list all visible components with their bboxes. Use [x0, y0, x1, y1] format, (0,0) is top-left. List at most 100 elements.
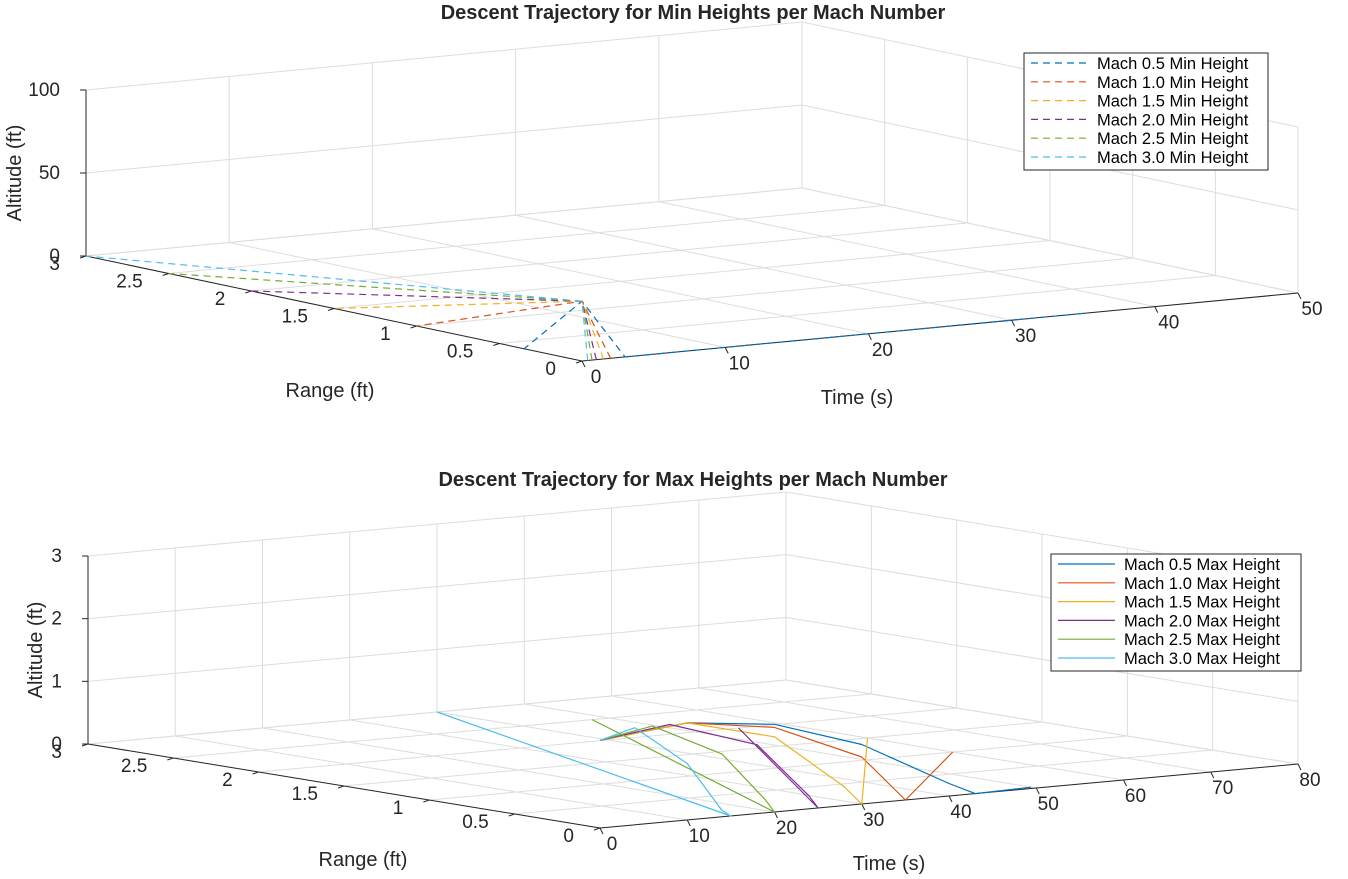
y-tick — [423, 799, 430, 803]
series-line-4 — [251, 290, 597, 360]
series-line-2 — [416, 300, 612, 359]
grid-line — [785, 616, 1299, 702]
chart-title: Descent Trajectory for Max Heights per M… — [438, 469, 947, 491]
y-tick — [245, 290, 252, 294]
x-tick-label: 60 — [1125, 786, 1146, 807]
subplot-2: 0 10 20 30 40 50 60 70 8000.511.522.530123Descen… — [25, 469, 1321, 875]
series-line-1 — [599, 722, 1032, 795]
legend-label: Mach 2.0 Max Height — [1124, 612, 1280, 630]
y-tick-label: 1 — [380, 324, 391, 345]
y-tick-label: 3 — [49, 254, 60, 275]
grid-line — [333, 240, 1051, 309]
z-axis-label: Altitude (ft) — [25, 602, 47, 699]
x-tick-label: 50 — [1038, 794, 1059, 815]
grid-line — [801, 187, 1299, 294]
y-tick — [593, 827, 601, 831]
y-tick-label: 0.5 — [462, 812, 488, 833]
x-tick-label: 80 — [1299, 770, 1320, 791]
legend-label: Mach 0.5 Min Height — [1097, 55, 1249, 73]
y-tick — [252, 771, 259, 775]
x-axis — [581, 292, 1299, 362]
y-tick-label: 2 — [222, 770, 233, 791]
y-tick-label: 2.5 — [116, 272, 142, 293]
grid-line — [87, 554, 787, 620]
x-tick-label: 0 — [607, 834, 618, 855]
legend-label: Mach 3.0 Max Height — [1124, 650, 1280, 668]
legend-label: Mach 3.0 Min Height — [1097, 149, 1249, 167]
y-tick-label: 0.5 — [447, 342, 473, 363]
x-tick-label: 0 — [591, 367, 602, 388]
legend-label: Mach 1.5 Min Height — [1097, 93, 1249, 111]
x-tick — [1210, 771, 1215, 779]
x-tick-label: 70 — [1212, 778, 1233, 799]
legend-box — [1023, 52, 1269, 171]
x-tick — [599, 827, 604, 835]
y-axis-label: Range (ft) — [319, 849, 408, 871]
x-tick-label: 40 — [1158, 313, 1179, 334]
x-tick-label: 30 — [863, 810, 884, 831]
x-tick — [1123, 779, 1127, 787]
y-tick-label: 1.5 — [292, 784, 318, 805]
y-tick-label: 0 — [545, 359, 556, 380]
y-tick — [508, 813, 515, 817]
z-tick-label: 0 — [51, 734, 62, 755]
series-line-1 — [523, 300, 1084, 358]
grid-line — [87, 616, 787, 682]
x-tick — [686, 819, 691, 827]
x-tick-label: 10 — [689, 826, 710, 847]
y-tick — [167, 757, 174, 761]
x-tick — [1297, 292, 1302, 300]
grid-line — [85, 187, 803, 257]
x-tick-label: 50 — [1301, 299, 1322, 320]
x-axis-label: Time (s) — [821, 387, 894, 409]
grid-line — [173, 693, 872, 759]
grid-line — [785, 679, 1299, 765]
z-tick-label: 3 — [51, 546, 62, 567]
legend-label: Mach 1.0 Max Height — [1124, 575, 1280, 593]
y-axis-label: Range (ft) — [286, 380, 375, 402]
x-tick — [774, 811, 778, 819]
legend-label: Mach 1.5 Max Height — [1124, 594, 1280, 612]
x-tick-label: 20 — [872, 340, 893, 361]
y-tick — [410, 325, 417, 329]
x-tick-label: 20 — [776, 818, 797, 839]
x-tick — [861, 803, 866, 811]
x-axis-label: Time (s) — [853, 853, 926, 875]
grid-line — [258, 707, 957, 773]
z-tick-label: 2 — [51, 609, 62, 630]
grid-line — [251, 222, 968, 292]
y-tick-label: 3 — [51, 742, 62, 763]
legend-label: Mach 1.0 Min Height — [1097, 74, 1249, 92]
z-axis-label: Altitude (ft) — [4, 125, 26, 222]
y-tick-label: 1.5 — [282, 307, 308, 328]
series-line-4 — [599, 723, 819, 809]
y-tick-label: 0 — [563, 826, 574, 847]
x-tick — [581, 360, 586, 368]
legend-label: Mach 0.5 Max Height — [1124, 556, 1280, 574]
grid-line — [416, 257, 1133, 327]
x-tick-label: 40 — [950, 802, 971, 823]
y-tick — [337, 785, 345, 789]
z-tick-label: 0 — [49, 246, 60, 267]
y-tick-label: 2.5 — [121, 756, 147, 777]
y-tick-label: 1 — [393, 798, 404, 819]
legend-label: Mach 2.5 Max Height — [1124, 631, 1280, 649]
z-tick-label: 100 — [28, 80, 60, 101]
x-tick — [1297, 763, 1302, 771]
y-tick-label: 2 — [215, 289, 226, 310]
x-tick — [1035, 787, 1040, 795]
legend-box — [1050, 553, 1302, 672]
x-tick — [867, 333, 872, 341]
grid-line — [85, 21, 803, 91]
legend-label: Mach 2.0 Min Height — [1097, 111, 1249, 129]
y-tick — [162, 273, 169, 276]
series-line-6 — [436, 711, 732, 817]
grid-line — [87, 491, 787, 557]
x-tick — [1154, 306, 1159, 313]
x-tick — [724, 347, 729, 354]
y-tick — [575, 360, 583, 364]
